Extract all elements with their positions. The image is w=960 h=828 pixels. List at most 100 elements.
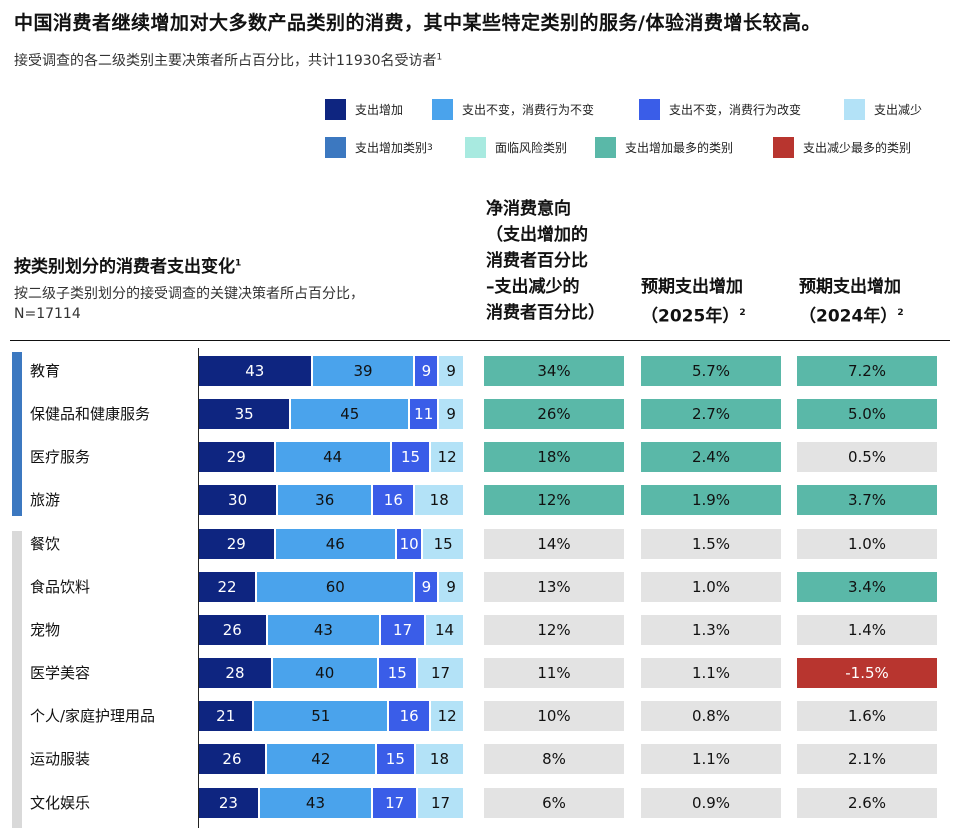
category-label: 医学美容 (30, 664, 91, 682)
table-row: 旅游 30 36 16 18 12% 1.9% 3.7% (0, 485, 960, 515)
net-header-line2: （支出增加的 (486, 225, 588, 245)
group-marker-increase (12, 352, 22, 516)
group-marker-other (12, 531, 22, 828)
bar-segment: 36 (278, 485, 374, 515)
section-title-footnote: 1 (235, 258, 242, 269)
expected-2025-cell: 0.8% (641, 701, 781, 731)
bar-segment: 43 (267, 615, 382, 645)
bar-segment: 18 (415, 485, 463, 515)
category-label: 个人/家庭护理用品 (30, 707, 156, 725)
table-row: 教育 43 39 9 9 34% 5.7% 7.2% (0, 356, 960, 386)
bar-segment: 60 (257, 572, 416, 602)
category-label: 宠物 (30, 621, 61, 639)
expected-2024-cell: 0.5% (797, 442, 937, 472)
bar-segment: 28 (199, 658, 273, 688)
bar-segment: 30 (199, 485, 279, 515)
net-intent-cell: 12% (484, 485, 624, 515)
chart-subtitle: 接受调查的各二级类别主要决策者所占百分比，共计11930名受访者1 (14, 50, 442, 70)
section-title: 按类别划分的消费者支出变化1 (14, 252, 241, 277)
stacked-bar: 43 39 9 9 (199, 356, 463, 386)
bar-segment: 43 (199, 356, 313, 386)
legend-item: 支出增加 (325, 99, 403, 120)
bar-segment: 16 (389, 701, 432, 731)
bar-segment: 16 (373, 485, 416, 515)
legend-item: 支出增加最多的类别 (595, 137, 733, 158)
legend-swatch (325, 137, 346, 158)
net-intent-cell: 10% (484, 701, 624, 731)
table-row: 食品饮料 22 60 9 9 13% 1.0% 3.4% (0, 572, 960, 602)
net-intent-cell: 8% (484, 744, 624, 774)
bar-segment: 10 (396, 529, 424, 559)
bar-segment: 22 (199, 572, 258, 602)
stacked-bar: 30 36 16 18 (199, 485, 463, 515)
section-subtitle: 按二级子类别划分的接受调查的关键决策者所占百分比， N=17114 (14, 284, 484, 324)
category-label: 运动服装 (30, 750, 91, 768)
bar-segment: 9 (415, 572, 440, 602)
header-divider (10, 340, 950, 341)
expected-2025-cell: 2.4% (641, 442, 781, 472)
legend-label: 面临风险类别 (495, 141, 568, 155)
bar-segment: 21 (199, 701, 255, 731)
section-subtitle-line2: N=17114 (14, 306, 81, 322)
net-header-line4: –支出减少的 (486, 277, 580, 297)
bar-segment: 15 (391, 442, 432, 472)
expected-2025-cell: 1.1% (641, 658, 781, 688)
table-row: 餐饮 29 46 10 15 14% 1.5% 1.0% (0, 529, 960, 559)
category-label: 餐饮 (30, 535, 61, 553)
header-2024-year: （2024年） (799, 306, 898, 327)
bar-segment: 17 (418, 658, 463, 688)
header-2024-line1: 预期支出增加 (799, 277, 901, 297)
legend-item: 支出不变，消费行为不变 (432, 99, 594, 120)
bar-segment: 17 (373, 788, 419, 818)
category-label: 文化娱乐 (30, 794, 91, 812)
stacked-bar: 22 60 9 9 (199, 572, 463, 602)
stacked-bar: 29 46 10 15 (199, 529, 463, 559)
net-intent-cell: 18% (484, 442, 624, 472)
subtitle-text: 接受调查的各二级类别主要决策者所占百分比，共计11930名受访者 (14, 53, 437, 69)
bar-segment: 11 (410, 399, 440, 429)
legend-swatch (432, 99, 453, 120)
bar-segment: 9 (439, 356, 463, 386)
section-subtitle-line1: 按二级子类别划分的接受调查的关键决策者所占百分比， (14, 286, 364, 302)
net-intent-cell: 13% (484, 572, 624, 602)
legend-swatch (595, 137, 616, 158)
legend-label: 支出增加最多的类别 (625, 141, 734, 155)
expected-2024-cell: 2.1% (797, 744, 937, 774)
section-title-text: 按类别划分的消费者支出变化 (14, 257, 235, 277)
expected-2024-cell: 3.4% (797, 572, 937, 602)
bar-segment: 44 (275, 442, 392, 472)
expected-2024-cell: 1.6% (797, 701, 937, 731)
legend-label: 支出增加 (355, 103, 404, 117)
bar-segment: 29 (199, 442, 276, 472)
header-2024-footnote: 2 (897, 308, 904, 318)
header-2025-line1: 预期支出增加 (641, 277, 743, 297)
legend-footnote: 3 (427, 142, 433, 153)
legend-label: 支出减少最多的类别 (803, 141, 912, 155)
legend-swatch (639, 99, 660, 120)
expected-2025-cell: 5.7% (641, 356, 781, 386)
net-intent-cell: 14% (484, 529, 624, 559)
bar-segment: 40 (272, 658, 379, 688)
bar-segment: 9 (439, 399, 463, 429)
table-row: 医学美容 28 40 15 17 11% 1.1% -1.5% (0, 658, 960, 688)
legend-label: 支出增加类别 (355, 141, 428, 155)
net-intent-cell: 12% (484, 615, 624, 645)
legend-label: 支出不变，消费行为改变 (669, 103, 802, 117)
bar-segment: 17 (418, 788, 463, 818)
bar-segment: 12 (431, 442, 463, 472)
table-row: 个人/家庭护理用品 21 51 16 12 10% 0.8% 1.6% (0, 701, 960, 731)
category-label: 保健品和健康服务 (30, 405, 151, 423)
legend-item: 支出增加类别 3 (325, 137, 433, 158)
table-row: 保健品和健康服务 35 45 11 9 26% 2.7% 5.0% (0, 399, 960, 429)
bar-segment: 45 (291, 399, 411, 429)
header-2025-line2: （2025年）2 (641, 300, 746, 330)
expected-2025-cell: 1.0% (641, 572, 781, 602)
stacked-bar: 28 40 15 17 (199, 658, 463, 688)
bar-segment: 23 (199, 788, 260, 818)
legend-swatch (773, 137, 794, 158)
bar-segment: 15 (423, 529, 463, 559)
expected-2025-cell: 1.3% (641, 615, 781, 645)
legend-swatch (844, 99, 865, 120)
bar-segment: 42 (266, 744, 377, 774)
bar-segment: 15 (378, 658, 419, 688)
